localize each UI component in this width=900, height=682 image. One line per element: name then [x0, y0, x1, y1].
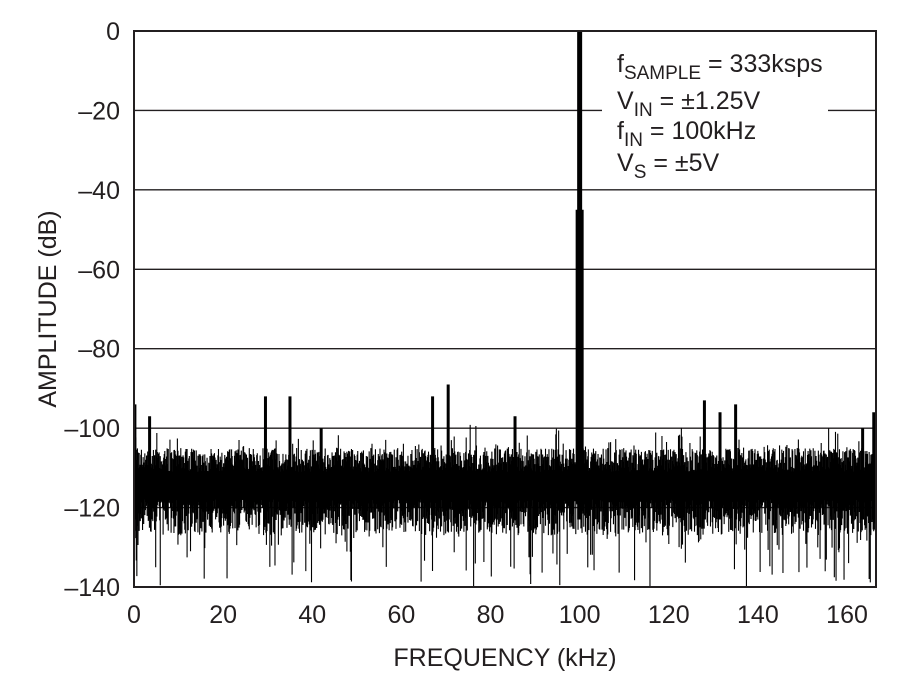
x-tick-label: 100 — [559, 601, 601, 629]
fundamental-skirt — [575, 209, 584, 476]
noise-floor-trace — [133, 424, 877, 587]
y-tick-label: –80 — [78, 336, 120, 364]
x-tick-label: 80 — [477, 601, 505, 629]
y-tick-label: –140 — [64, 574, 120, 602]
x-tick-label: 20 — [209, 601, 237, 629]
plot-frame — [133, 30, 877, 588]
plot-area — [133, 31, 877, 587]
annotation-line: VS = ±5V — [617, 149, 719, 183]
y-tick-label: –20 — [78, 97, 120, 125]
x-axis-ticks: 0 20 40 60 80 100 120 140 160 — [127, 601, 868, 629]
annotation-line: fIN = 100kHz — [617, 117, 756, 151]
y-tick-label: –40 — [78, 177, 120, 205]
annotation-background — [602, 46, 828, 188]
x-axis-label: FREQUENCY (kHz) — [393, 644, 616, 672]
y-axis-label: AMPLITUDE (dB) — [34, 210, 62, 407]
y-tick-label: –60 — [78, 256, 120, 284]
x-tick-label: 40 — [298, 601, 326, 629]
annotation-line: fSAMPLE = 333ksps — [617, 50, 823, 84]
x-tick-label: 120 — [648, 601, 690, 629]
y-tick-label: –120 — [64, 495, 120, 523]
y-tick-label: –100 — [64, 415, 120, 443]
x-tick-label: 0 — [127, 601, 141, 629]
y-axis-ticks: 0 –20 –40 –60 –80 –100 –120 –140 — [64, 18, 120, 602]
annotation-line: VIN = ±1.25V — [617, 87, 761, 121]
x-tick-label: 140 — [737, 601, 779, 629]
x-tick-label: 160 — [826, 601, 868, 629]
x-tick-label: 60 — [387, 601, 415, 629]
y-tick-label: 0 — [106, 18, 120, 46]
